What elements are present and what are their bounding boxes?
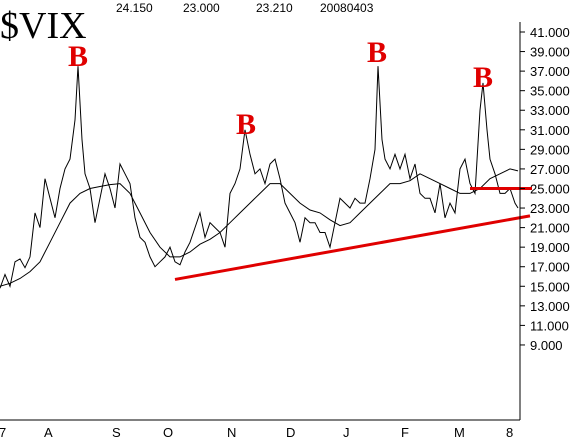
x-tick-label: A bbox=[44, 425, 53, 440]
x-tick-label: S bbox=[112, 425, 121, 440]
x-tick-label: D bbox=[286, 425, 295, 440]
buy-signal-marker: B bbox=[473, 61, 493, 94]
x-tick-label: F bbox=[401, 425, 409, 440]
header-value-3: 23.210 bbox=[256, 1, 293, 15]
y-tick-label: 13.000 bbox=[530, 299, 570, 314]
y-tick-label: 27.000 bbox=[530, 162, 570, 177]
x-tick-label: 7 bbox=[0, 425, 6, 440]
chart-title: $VIX bbox=[0, 5, 87, 47]
y-tick-label: 37.000 bbox=[530, 64, 570, 79]
y-tick-label: 33.000 bbox=[530, 103, 570, 118]
buy-signal-marker: B bbox=[236, 108, 256, 141]
y-axis-tick-labels: 41.000 39.000 37.000 35.000 33.000 31.00… bbox=[530, 25, 570, 353]
y-tick-label: 19.000 bbox=[530, 240, 570, 255]
x-axis-tick-labels: 7 A S O N D J F M 8 bbox=[0, 425, 513, 440]
x-tick-label: N bbox=[227, 425, 236, 440]
x-tick-label: O bbox=[163, 425, 173, 440]
y-tick-label: 17.000 bbox=[530, 260, 570, 275]
header-date: 20080403 bbox=[320, 1, 374, 15]
y-tick-label: 25.000 bbox=[530, 182, 570, 197]
y-tick-label: 21.000 bbox=[530, 221, 570, 236]
x-tick-label: J bbox=[343, 425, 350, 440]
y-tick-label: 35.000 bbox=[530, 84, 570, 99]
vix-price-line bbox=[0, 66, 519, 289]
y-tick-label: 9.000 bbox=[530, 338, 563, 353]
x-tick-label: 8 bbox=[506, 425, 513, 440]
y-axis-tick-marks bbox=[520, 31, 525, 346]
y-tick-label: 15.000 bbox=[530, 279, 570, 294]
header-value-1: 24.150 bbox=[116, 1, 153, 15]
buy-signal-marker: B bbox=[68, 40, 88, 73]
moving-average-line bbox=[0, 168, 519, 287]
buy-signal-marker: B bbox=[367, 36, 387, 69]
y-tick-label: 39.000 bbox=[530, 45, 570, 60]
header-value-2: 23.000 bbox=[183, 1, 220, 15]
y-tick-label: 41.000 bbox=[530, 25, 570, 40]
buy-signal-annotations: B B B B bbox=[68, 36, 493, 141]
y-tick-label: 23.000 bbox=[530, 201, 570, 216]
y-tick-label: 31.000 bbox=[530, 123, 570, 138]
rising-trendline bbox=[174, 214, 531, 281]
x-tick-label: M bbox=[454, 425, 465, 440]
y-tick-label: 11.000 bbox=[530, 318, 569, 333]
y-tick-label: 29.000 bbox=[530, 142, 570, 157]
